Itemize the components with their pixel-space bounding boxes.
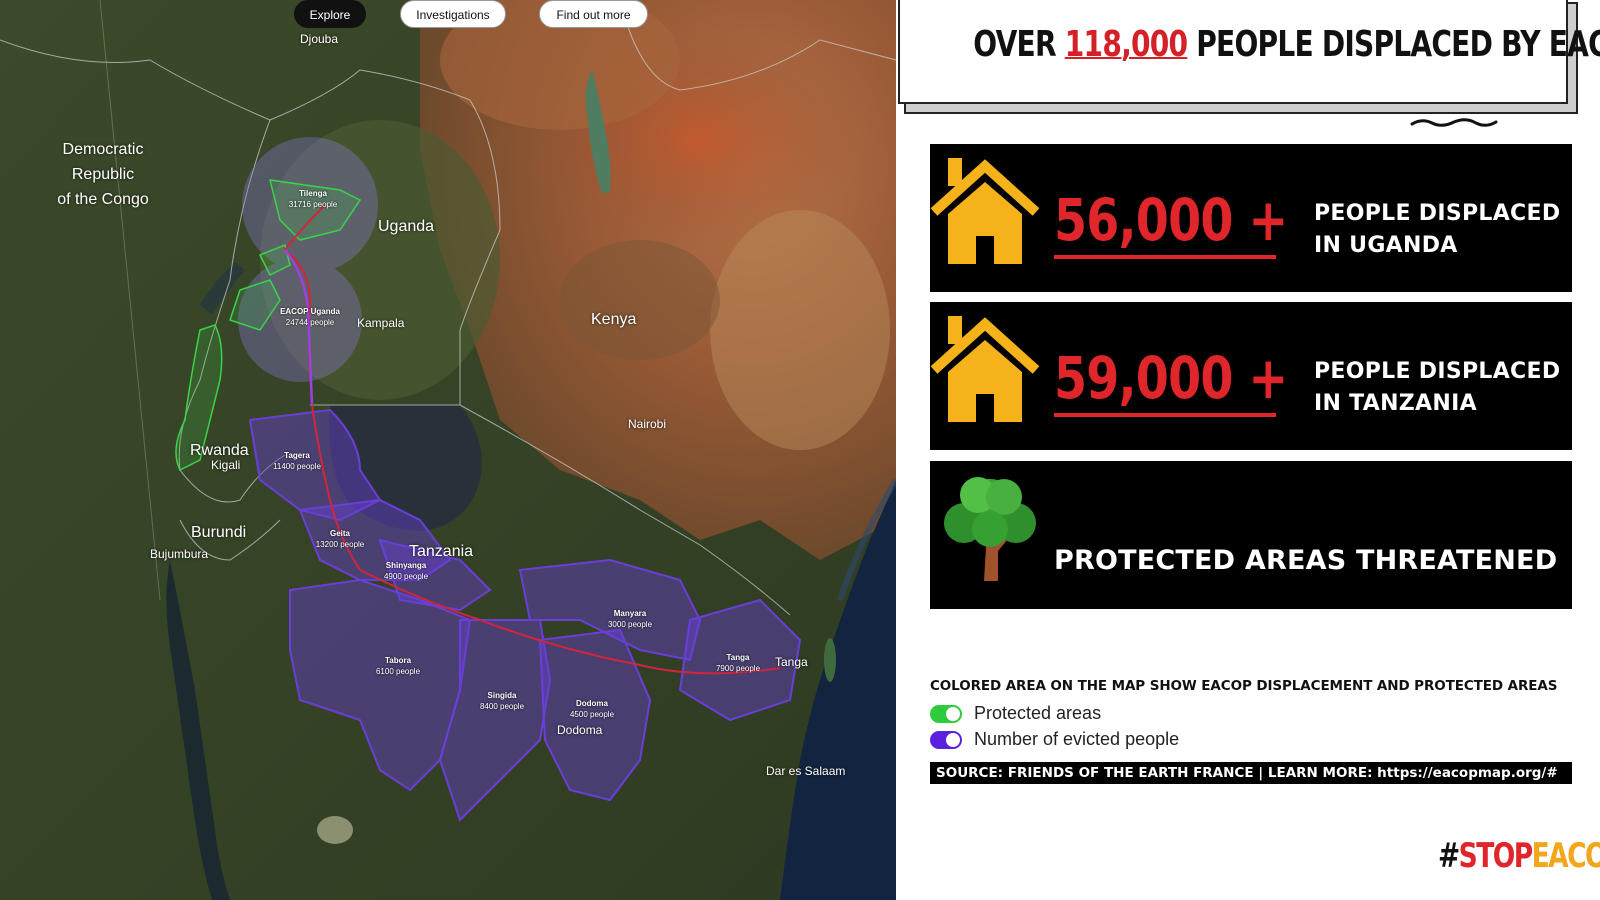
headline-box: OVER 118,000 PEOPLE DISPLACED BY EACOP [898, 0, 1600, 104]
point-geita[interactable]: Geita 13200 people [315, 529, 365, 549]
label-tanga: Tanga [775, 655, 808, 669]
label-uganda: Uganda [378, 218, 435, 235]
stat-uganda: 56,000 + PEOPLE DISPLACED IN UGANDA [930, 144, 1572, 292]
point-shinyanga[interactable]: Shinyanga 4900 people [383, 561, 429, 581]
source-credit: SOURCE: FRIENDS OF THE EARTH FRANCE | LE… [930, 762, 1572, 784]
point-tanga[interactable]: Tanga 7900 people [715, 653, 761, 673]
house-icon [930, 158, 1040, 264]
label-drc: Democratic Republic of the Congo [57, 141, 149, 208]
find-out-more-button[interactable]: Find out more [539, 0, 648, 28]
label-tanzania: Tanzania [409, 543, 474, 560]
stat-protected-areas-label: PROTECTED AREAS THREATENED [1054, 545, 1558, 576]
squiggle-decoration [1410, 118, 1498, 127]
point-tilenga[interactable]: Tilenga 31716 people [288, 189, 338, 209]
stat-uganda-underline [1054, 255, 1276, 259]
label-kigali: Kigali [211, 458, 241, 472]
point-singida[interactable]: Singida 8400 people [479, 691, 525, 711]
headline-highlight: 118,000 [1064, 24, 1188, 65]
legend-item-label: Number of evicted people [974, 729, 1180, 749]
evicted-people-toggle[interactable] [930, 731, 962, 749]
label-kenya: Kenya [591, 311, 637, 328]
protected-areas-toggle[interactable] [930, 705, 962, 723]
label-dodoma: Dodoma [557, 723, 603, 737]
label-bujumbura: Bujumbura [150, 547, 209, 561]
headline: OVER 118,000 PEOPLE DISPLACED BY EACOP [973, 24, 1600, 65]
house-icon [930, 316, 1040, 422]
explore-button[interactable]: Explore [294, 0, 366, 28]
point-dodoma[interactable]: Dodoma 4500 people [569, 699, 615, 719]
legend-heading: COLORED AREA ON THE MAP SHOW EACOP DISPL… [930, 678, 1558, 694]
point-manyara[interactable]: Manyara 3000 people [607, 609, 653, 629]
label-nairobi: Nairobi [628, 417, 667, 431]
label-djouba: Djouba [300, 32, 339, 46]
investigations-button[interactable]: Investigations [400, 0, 506, 28]
stat-tanzania-amount: 59,000 + [1054, 344, 1288, 412]
label-burundi: Burundi [191, 524, 247, 541]
stat-tanzania: 59,000 + PEOPLE DISPLACED IN TANZANIA [930, 302, 1572, 450]
stat-protected-areas: PROTECTED AREAS THREATENED [930, 461, 1572, 609]
stat-uganda-description: PEOPLE DISPLACED IN UGANDA [1314, 201, 1561, 258]
stop-eacop-hashtag: #STOPEACOP [1438, 836, 1600, 876]
satellite-map[interactable]: Explore Investigations Find out more Djo… [0, 0, 896, 900]
stat-uganda-amount: 56,000 + [1054, 186, 1288, 254]
point-tagera[interactable]: Tagera 11400 people [273, 451, 321, 471]
label-rwanda: Rwanda [190, 442, 249, 459]
point-eacop-uganda[interactable]: EACOP Uganda 24744 people [280, 307, 340, 327]
tree-icon [944, 477, 1036, 581]
map-terrain [0, 0, 896, 900]
label-kampala: Kampala [357, 316, 405, 330]
legend-item-label: Protected areas [974, 703, 1102, 723]
stat-tanzania-underline [1054, 413, 1276, 417]
point-tabora[interactable]: Tabora 6100 people [375, 656, 421, 676]
stat-tanzania-description: PEOPLE DISPLACED IN TANZANIA [1314, 359, 1561, 416]
label-dar-es-salaam: Dar es Salaam [766, 764, 846, 778]
